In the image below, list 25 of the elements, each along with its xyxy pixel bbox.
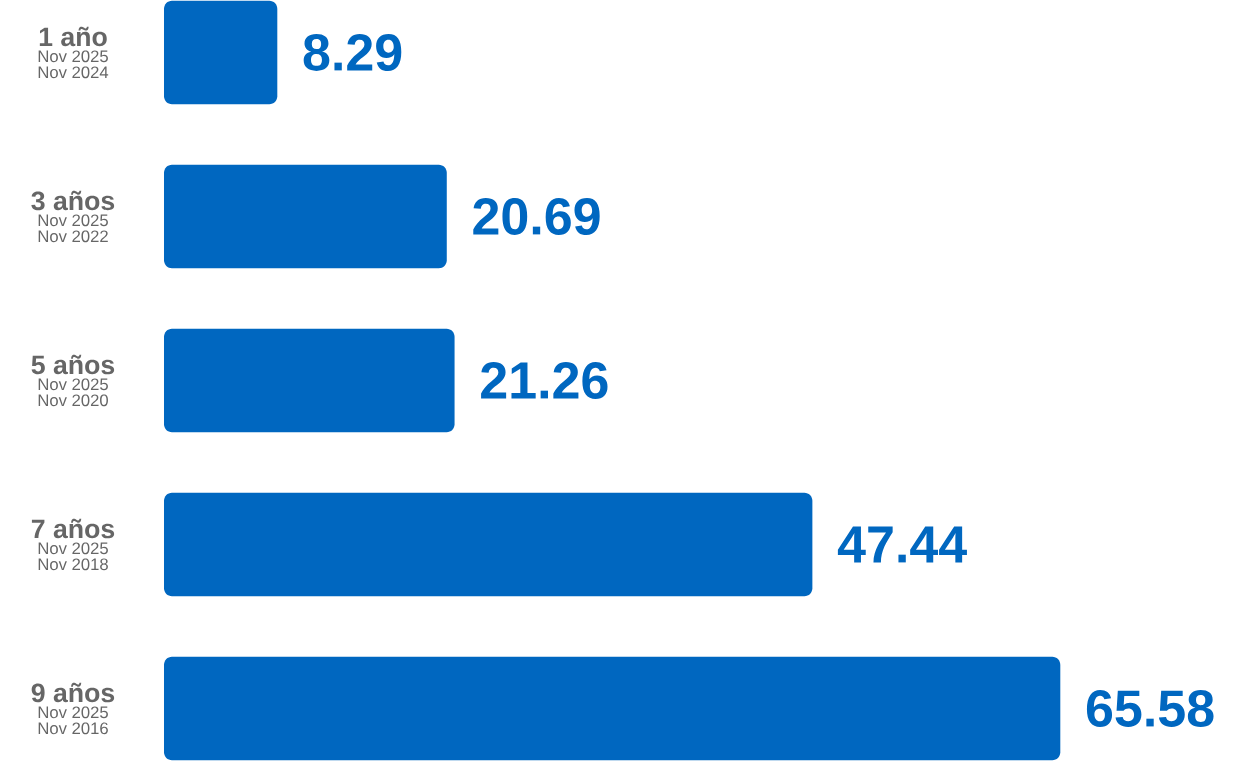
y-tick-label: 7 años: [31, 518, 115, 539]
text: Nov 2022: [38, 230, 108, 243]
y-tick-label: 5 años: [31, 354, 115, 375]
y-tick-label: 9 años: [31, 682, 115, 703]
text: Nov 2025: [38, 214, 108, 227]
data-label: 8.29: [303, 34, 402, 71]
text: Nov 2016: [38, 722, 108, 735]
data-label: 47.44: [837, 526, 967, 563]
text: Nov 2025: [38, 706, 108, 719]
text: Nov 2025: [38, 542, 108, 555]
bar: [164, 656, 1061, 761]
text: Nov 2025: [38, 378, 108, 391]
bar: [164, 164, 447, 269]
data-label: 65.58: [1086, 690, 1214, 727]
bar: [164, 328, 455, 433]
text: Nov 2025: [38, 50, 108, 63]
text: Nov 2018: [38, 558, 108, 571]
text: Nov 2020: [38, 394, 108, 407]
bar: [164, 0, 278, 105]
data-label: 21.26: [481, 362, 608, 399]
y-tick-label: 3 años: [31, 190, 115, 211]
data-label: 20.69: [473, 198, 600, 235]
bar: [164, 492, 813, 597]
text: Nov 2024: [38, 66, 109, 79]
y-tick-label: 1 año: [39, 26, 107, 47]
